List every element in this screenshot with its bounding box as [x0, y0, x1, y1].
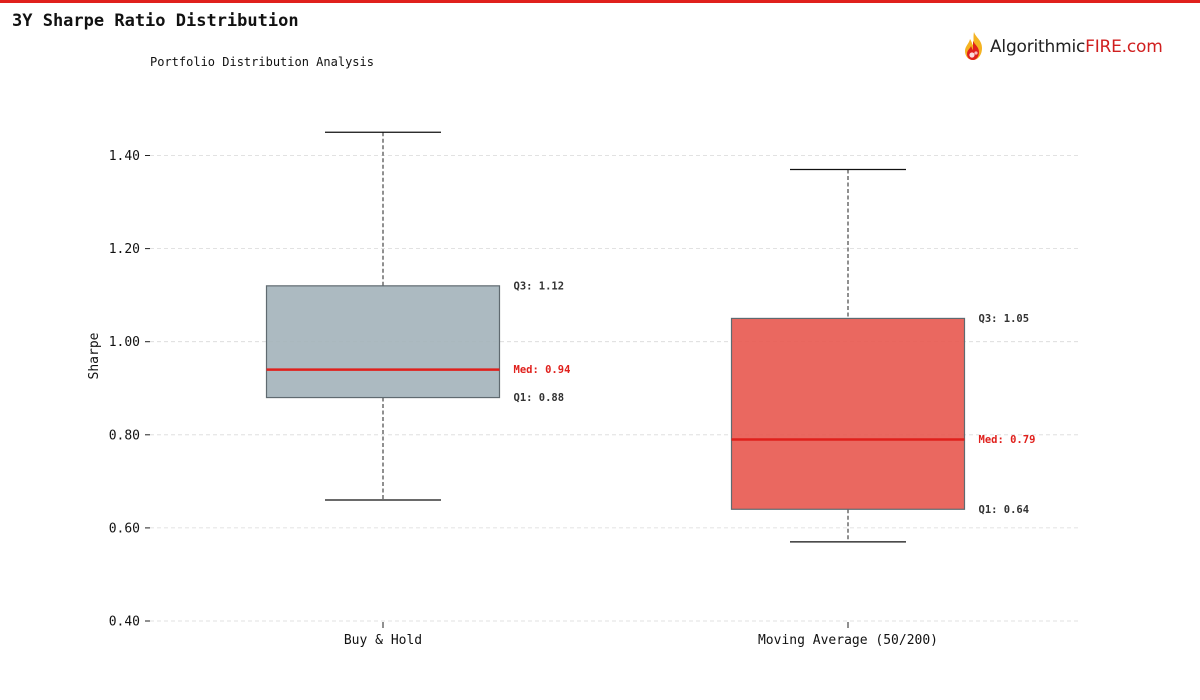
y-axis-label: Sharpe — [87, 332, 102, 379]
y-tick-label: 0.40 — [109, 615, 140, 630]
x-category-label: Moving Average (50/200) — [758, 633, 938, 648]
y-tick-label: 1.20 — [109, 242, 140, 257]
top-accent-bar — [0, 0, 1200, 3]
median-label: Med: 0.79 — [979, 434, 1036, 446]
logo-text-main: Algorithmic — [990, 37, 1086, 57]
median-label: Med: 0.94 — [514, 364, 571, 376]
q1-label: Q1: 0.64 — [979, 504, 1030, 516]
chart-subtitle: Portfolio Distribution Analysis — [150, 55, 374, 69]
x-category-label: Buy & Hold — [344, 633, 422, 648]
y-tick-label: 1.00 — [109, 335, 140, 350]
y-tick-label: 1.40 — [109, 149, 140, 164]
box-moving-average — [730, 317, 966, 510]
y-tick-label: 0.60 — [109, 521, 140, 536]
box-buy-hold — [265, 285, 501, 399]
q3-label: Q3: 1.12 — [514, 280, 565, 292]
chart-title: 3Y Sharpe Ratio Distribution — [12, 11, 299, 31]
q3-label: Q3: 1.05 — [979, 313, 1030, 325]
q1-label: Q1: 0.88 — [514, 392, 565, 404]
brand-logo: AlgorithmicFIRE.com — [960, 30, 1163, 64]
y-tick-label: 0.80 — [109, 428, 140, 443]
flame-icon — [965, 32, 982, 60]
logo-text-accent: FIRE.com — [1085, 37, 1163, 57]
